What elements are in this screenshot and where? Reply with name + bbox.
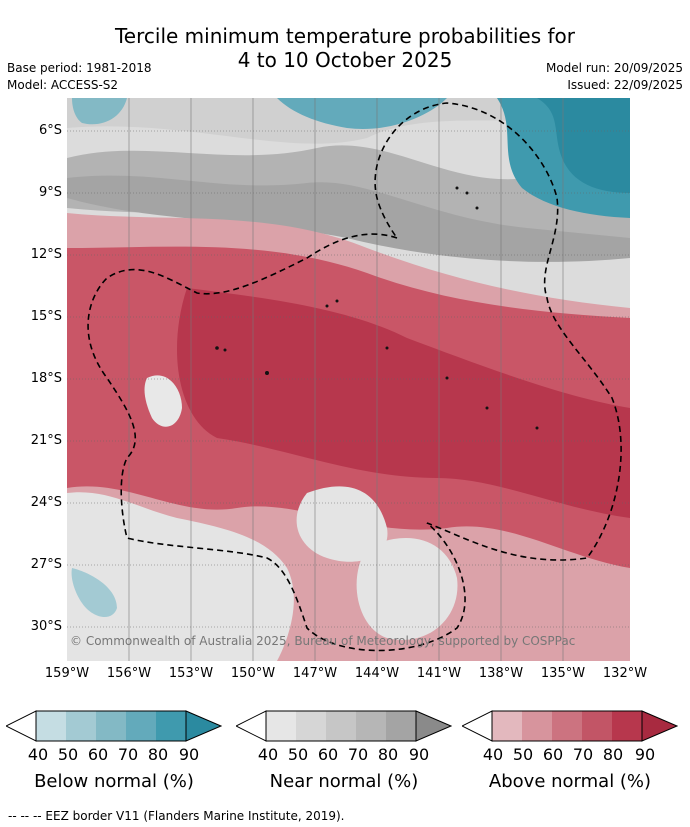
issued-date: Issued: 22/09/2025 [567,78,683,92]
lon-label-153w: 153°W [168,666,214,681]
cb-below-0 [36,711,66,741]
colorbar-below-title: Below normal (%) [34,771,194,792]
cb-below-1 [66,711,96,741]
grid-meridians [128,98,564,661]
near-normal-patch-se [356,538,458,640]
cb-below-5 [185,710,222,742]
cb-below-tick: 50 [57,745,79,764]
cb-near-2 [326,711,356,741]
map-title-line2: 4 to 10 October 2025 [237,48,453,72]
below-normal-area-top [277,98,447,129]
cb-below-tick: 80 [147,745,169,764]
lat-label-12s: 12°S [30,247,62,262]
map-title-line1: Tercile minimum temperature probabilitie… [114,24,576,48]
near-normal-patch-s [296,486,388,562]
near-normal-band-darker [67,175,630,262]
cb-below-3 [126,711,156,741]
lon-label-144w: 144°W [354,666,400,681]
cb-above-1 [522,711,552,741]
near-normal-patch-sw [67,492,294,661]
cb-below-4 [156,711,186,741]
below-normal-patch-sw [71,568,117,618]
cb-above-tick: 50 [512,745,534,764]
cb-near-tick: 50 [287,745,309,764]
lat-label-30s: 30°S [30,619,62,634]
eez-border [87,102,622,652]
cb-above-tick: 70 [572,745,594,764]
lat-label-15s: 15°S [30,309,62,324]
lon-label-159w: 159°W [44,666,90,681]
colorbar-above [462,710,678,742]
model-name: Model: ACCESS-S2 [7,78,119,92]
lat-label-27s: 27°S [30,557,62,572]
cb-below-2 [96,711,126,741]
lon-label-141w: 141°W [416,666,462,681]
below-normal-area-ne-dark [537,98,630,193]
lon-label-138w: 138°W [478,666,524,681]
colorbar-below [6,710,222,742]
lat-label-18s: 18°S [30,371,62,386]
eez-footer-note: -- -- -- EEZ border V11 (Flanders Marine… [8,809,345,823]
cb-below-tick: 90 [178,745,200,764]
cb-near-3 [356,711,386,741]
lon-label-132w: 132°W [602,666,648,681]
lat-label-6s: 6°S [38,123,62,138]
island-dots [215,186,539,430]
copyright-notice: © Commonwealth of Australia 2025, Bureau… [70,634,576,648]
cb-near-tick: 60 [317,745,339,764]
cb-near-0 [266,711,296,741]
cb-near-1 [296,711,326,741]
cb-below-tick: 60 [87,745,109,764]
lon-label-147w: 147°W [292,666,338,681]
below-normal-area-nw [72,98,127,125]
base-period: Base period: 1981-2018 [7,61,152,75]
cb-above-tick: 40 [482,745,504,764]
colorbar-near [236,710,452,742]
lat-label-9s: 9°S [38,185,62,200]
above-normal-core [177,288,630,518]
cb-near-5 [415,710,452,742]
cb-above-0 [492,711,522,741]
lon-label-156w: 156°W [106,666,152,681]
cb-near-tick: 80 [377,745,399,764]
cb-above-5 [641,710,678,742]
cb-below-tick: 40 [27,745,49,764]
cb-below-tick: 70 [117,745,139,764]
lon-label-135w: 135°W [540,666,586,681]
cb-above-tick: 90 [634,745,656,764]
colorbar-above-title: Above normal (%) [488,771,652,792]
lat-label-24s: 24°S [30,495,62,510]
cb-above-4 [612,711,642,741]
cb-above-3 [582,711,612,741]
cb-near-tick: 70 [347,745,369,764]
cb-near-tick: 40 [257,745,279,764]
grid-lines [67,130,630,628]
cb-near-4 [386,711,416,741]
cb-above-tick: 80 [602,745,624,764]
model-run: Model run: 20/09/2025 [545,61,683,75]
lon-label-150w: 150°W [230,666,276,681]
cb-near-tick: 90 [408,745,430,764]
probability-map [67,98,630,661]
cb-above-tick: 60 [542,745,564,764]
cb-above-2 [552,711,582,741]
lat-label-21s: 21°S [30,433,62,448]
near-normal-patch-west [144,375,182,427]
colorbar-near-title: Near normal (%) [269,771,419,792]
